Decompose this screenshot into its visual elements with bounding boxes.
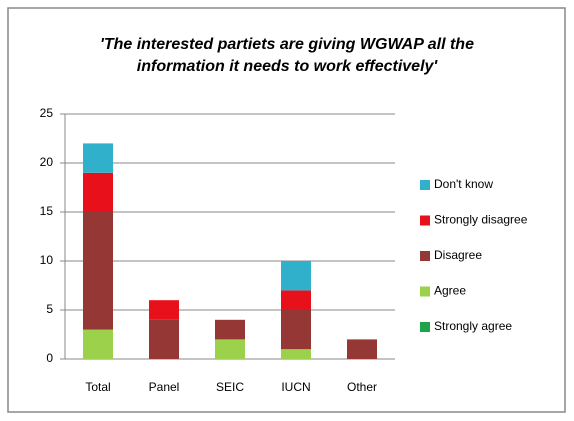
legend-label: Disagree (434, 248, 482, 262)
y-tick-label: 5 (46, 302, 53, 316)
bar-segment (83, 212, 113, 330)
bar-segment (149, 300, 179, 320)
legend-swatch (420, 251, 430, 261)
x-tick-label: Panel (149, 380, 180, 394)
y-tick-label: 10 (40, 253, 54, 267)
bar-segment (281, 290, 311, 310)
bar-segment (281, 310, 311, 350)
bar-segment (347, 339, 377, 359)
legend-swatch (420, 322, 430, 332)
y-tick-label: 25 (40, 106, 54, 120)
legend-label: Strongly agree (434, 319, 512, 333)
bar-segment (83, 143, 113, 173)
y-tick-label: 15 (40, 204, 54, 218)
bar-segment (149, 319, 179, 359)
legend-swatch (420, 286, 430, 297)
bar-segment (215, 339, 245, 359)
legend-label: Strongly disagree (434, 213, 528, 227)
x-tick-label: Other (347, 380, 377, 394)
bar-segment (215, 319, 245, 340)
y-tick-label: 20 (40, 155, 54, 169)
bar-segment (83, 329, 113, 359)
y-tick-label: 0 (46, 351, 53, 365)
legend-swatch (420, 180, 430, 190)
chart-title: 'The interested partiets are giving WGWA… (100, 36, 474, 75)
bar-segment (83, 172, 113, 212)
legend-swatch (420, 215, 430, 226)
legend-label: Agree (434, 284, 466, 298)
x-tick-label: IUCN (281, 380, 310, 394)
legend-label: Don't know (434, 177, 493, 191)
bar-segment (281, 261, 311, 291)
chart-border (7, 7, 566, 413)
x-tick-label: SEIC (216, 380, 244, 394)
bar-segment (281, 349, 311, 359)
x-tick-label: Total (85, 380, 110, 394)
